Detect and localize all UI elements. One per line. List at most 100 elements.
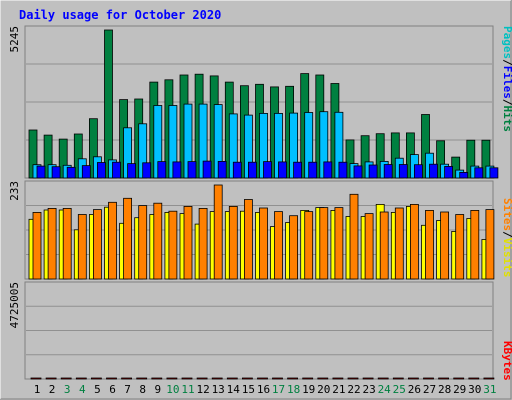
bar-sites-day-14: [228, 205, 238, 280]
bar-pages-day-4: [81, 165, 91, 179]
bar-kbytes-day-18: [287, 377, 299, 380]
x-tick-label-day-31: 31: [483, 383, 496, 396]
legend-pages: Pages: [501, 26, 512, 59]
bar-kbytes-day-27: [423, 377, 434, 380]
bar-kbytes-day-6: [106, 377, 117, 380]
bar-sites-day-7: [123, 197, 132, 280]
x-tick-label-day-3: 3: [64, 383, 71, 396]
x-tick-label-day-7: 7: [124, 383, 131, 396]
bar-sites-day-22: [349, 193, 359, 280]
bar-kbytes-day-3: [60, 377, 72, 380]
bar-sites-day-9: [153, 202, 163, 280]
bar-pages-day-11: [187, 161, 197, 179]
chart-title: Daily usage for October 2020: [19, 8, 221, 22]
x-tick-label-day-2: 2: [49, 383, 56, 396]
bar-sites-day-21: [334, 207, 344, 280]
bar-pages-day-26: [413, 164, 423, 179]
x-tick-label-day-25: 25: [393, 383, 406, 396]
legend-hits: Hits: [501, 106, 512, 133]
bar-sites-day-23: [364, 213, 374, 280]
bar-kbytes-day-7: [121, 377, 132, 380]
bar-sites-day-6: [108, 201, 117, 280]
bar-kbytes-day-5: [91, 377, 102, 380]
bar-pages-day-22: [353, 165, 363, 179]
bar-sites-day-31: [485, 209, 495, 280]
legend-sep-2: /: [501, 99, 512, 106]
bar-pages-day-18: [293, 161, 303, 179]
bar-sites-day-18: [289, 215, 299, 280]
bar-pages-day-16: [263, 161, 272, 179]
bar-pages-day-5: [97, 162, 106, 179]
bar-sites-day-12: [198, 207, 208, 280]
bar-kbytes-day-24: [377, 377, 389, 380]
bar-pages-day-19: [308, 161, 318, 179]
x-axis-labels: 1 2 3 4 5 6 7 8 9 10 11 12 13 14 15 16 17 18 19 20 21 22 23 24 2…: [34, 383, 497, 396]
x-tick-label-day-29: 29: [453, 383, 466, 396]
bar-pages-day-27: [429, 163, 438, 179]
bar-sites-day-27: [425, 209, 434, 280]
x-tick-label-day-18: 18: [287, 383, 300, 396]
bar-sites-day-15: [243, 199, 253, 280]
legend-sites: Sites: [501, 198, 512, 231]
bar-kbytes-day-17: [272, 377, 283, 380]
x-tick-label-day-8: 8: [139, 383, 146, 396]
bar-pages-day-1: [36, 165, 46, 179]
bar-sites-day-5: [93, 209, 102, 280]
bar-kbytes-day-23: [362, 377, 374, 380]
bar-sites-day-20: [319, 207, 329, 280]
bar-sites-day-19: [304, 211, 314, 280]
bar-sites-day-30: [470, 209, 480, 280]
bar-kbytes-day-20: [317, 377, 329, 380]
bar-pages-day-25: [398, 164, 408, 179]
legend-kbytes-panel: KBytes: [501, 341, 512, 381]
bar-pages-day-7: [127, 163, 136, 179]
bar-sites-day-28: [440, 211, 450, 280]
x-tick-label-day-20: 20: [317, 383, 330, 396]
x-tick-label-day-5: 5: [94, 383, 101, 396]
x-tick-label-day-14: 14: [227, 383, 241, 396]
bar-kbytes-day-1: [30, 377, 42, 380]
bar-pages-day-8: [142, 162, 152, 179]
bar-sites-day-13: [213, 184, 223, 280]
bar-sites-day-2: [47, 207, 57, 280]
x-tick-label-day-21: 21: [332, 383, 345, 396]
bar-pages-day-6: [112, 161, 121, 179]
bar-pages-day-21: [338, 161, 348, 179]
sites-ymax-label: 233: [8, 181, 21, 201]
bar-pages-day-10: [172, 161, 182, 179]
legend-kbytes: KBytes: [501, 341, 512, 381]
x-tick-label-day-4: 4: [79, 383, 86, 396]
x-tick-label-day-12: 12: [196, 383, 209, 396]
bar-pages-day-28: [444, 165, 454, 179]
bar-pages-day-30: [474, 167, 484, 179]
legend-visits: Visits: [501, 238, 512, 278]
legend-sep-1: /: [501, 59, 512, 66]
bar-sites-day-24: [379, 211, 389, 280]
bar-sites-day-1: [32, 211, 42, 280]
bar-marks: [28, 29, 499, 380]
bar-sites-day-8: [138, 205, 148, 280]
x-tick-label-day-23: 23: [362, 383, 375, 396]
x-tick-label-day-15: 15: [242, 383, 255, 396]
bar-sites-day-26: [409, 203, 419, 280]
bar-kbytes-day-9: [151, 377, 163, 380]
x-tick-label-day-9: 9: [154, 383, 161, 396]
bar-hits-day-6: [104, 29, 113, 179]
bar-pages-day-17: [278, 161, 287, 179]
bar-kbytes-day-10: [166, 377, 178, 380]
x-tick-label-day-28: 28: [438, 383, 451, 396]
x-tick-label-day-1: 1: [34, 383, 41, 396]
bar-kbytes-day-30: [468, 377, 480, 380]
bar-kbytes-day-8: [136, 377, 148, 380]
bar-pages-day-31: [489, 167, 499, 179]
bar-pages-day-24: [383, 164, 393, 179]
x-tick-label-day-13: 13: [212, 383, 225, 396]
bar-sites-day-11: [183, 205, 193, 280]
bar-pages-day-2: [51, 166, 61, 179]
bar-sites-day-16: [259, 207, 268, 280]
x-tick-label-day-22: 22: [347, 383, 360, 396]
bar-kbytes-day-29: [453, 377, 465, 380]
bar-kbytes-day-12: [196, 377, 208, 380]
x-tick-label-day-6: 6: [109, 383, 116, 396]
